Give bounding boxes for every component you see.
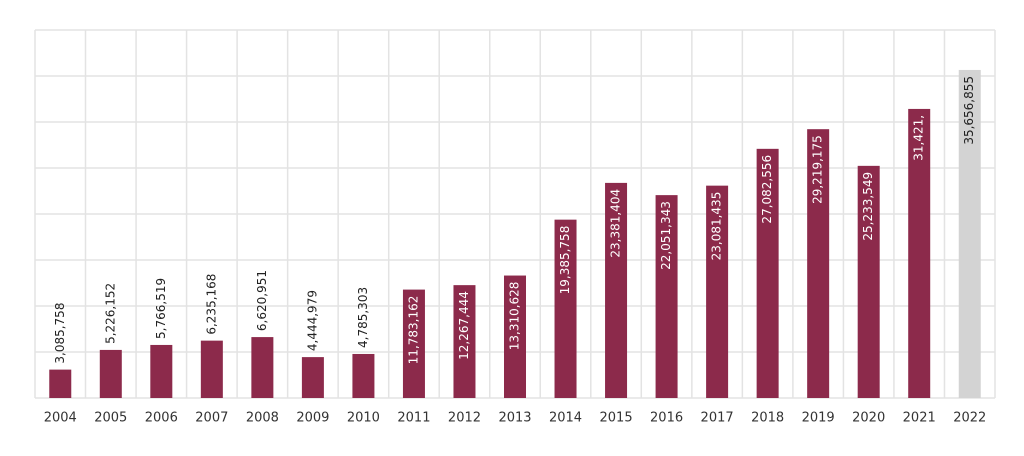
data-label: 6,235,168 bbox=[204, 274, 218, 335]
x-tick-label: 2007 bbox=[195, 411, 228, 426]
x-tick-label: 2017 bbox=[701, 411, 734, 426]
data-label: 5,226,152 bbox=[103, 283, 117, 344]
bar bbox=[958, 69, 981, 398]
data-label: 3,085,758 bbox=[53, 303, 67, 364]
bar bbox=[504, 275, 526, 398]
bar bbox=[857, 165, 880, 398]
x-tick-label: 2011 bbox=[397, 411, 430, 426]
x-tick-label: 2018 bbox=[751, 411, 784, 426]
x-tick-label: 2012 bbox=[448, 411, 481, 426]
bar bbox=[200, 340, 223, 398]
data-label: 4,785,303 bbox=[356, 287, 370, 348]
data-label: 13,310,628 bbox=[508, 282, 522, 351]
x-tick-label: 2006 bbox=[145, 411, 178, 426]
bar bbox=[655, 195, 678, 398]
bar bbox=[706, 185, 729, 398]
data-label: 6,620,951 bbox=[255, 270, 269, 331]
bar bbox=[301, 357, 324, 398]
x-tick-label: 2013 bbox=[498, 411, 531, 426]
x-tick-label: 2019 bbox=[802, 411, 835, 426]
x-tick-label: 2022 bbox=[953, 411, 986, 426]
x-tick-label: 2009 bbox=[296, 411, 329, 426]
bar bbox=[49, 369, 72, 398]
data-label: 35,656,855 bbox=[962, 76, 976, 145]
x-tick-label: 2021 bbox=[903, 411, 936, 426]
x-tick-label: 2014 bbox=[549, 411, 582, 426]
bar bbox=[352, 353, 375, 398]
data-label: 5,766,519 bbox=[154, 278, 168, 339]
x-tick-label: 2004 bbox=[44, 411, 77, 426]
data-label: 31,421, bbox=[912, 115, 926, 161]
data-label: 29,219,175 bbox=[811, 135, 825, 204]
data-label: 4,444,979 bbox=[305, 290, 319, 351]
bar bbox=[554, 219, 577, 398]
x-tick-label: 2016 bbox=[650, 411, 683, 426]
x-tick-label: 2008 bbox=[246, 411, 279, 426]
data-label: 23,081,435 bbox=[710, 192, 724, 261]
data-label: 25,233,549 bbox=[861, 172, 875, 241]
bar bbox=[150, 344, 173, 398]
bar bbox=[908, 108, 931, 398]
bar bbox=[99, 349, 122, 398]
data-label: 23,381,404 bbox=[609, 189, 623, 258]
x-tick-label: 2010 bbox=[347, 411, 380, 426]
data-label: 22,051,343 bbox=[659, 201, 673, 270]
bar bbox=[453, 285, 476, 398]
bar bbox=[605, 182, 628, 398]
data-label: 11,783,162 bbox=[406, 296, 420, 365]
data-label: 12,267,444 bbox=[457, 291, 471, 360]
bar bbox=[807, 129, 830, 398]
data-label: 19,385,758 bbox=[558, 226, 572, 295]
data-label: 27,082,556 bbox=[760, 155, 774, 224]
bar bbox=[251, 337, 274, 398]
x-tick-label: 2015 bbox=[600, 411, 633, 426]
x-tick-label: 2005 bbox=[94, 411, 127, 426]
bar bbox=[756, 148, 779, 398]
bar bbox=[402, 289, 425, 398]
x-tick-label: 2020 bbox=[852, 411, 885, 426]
